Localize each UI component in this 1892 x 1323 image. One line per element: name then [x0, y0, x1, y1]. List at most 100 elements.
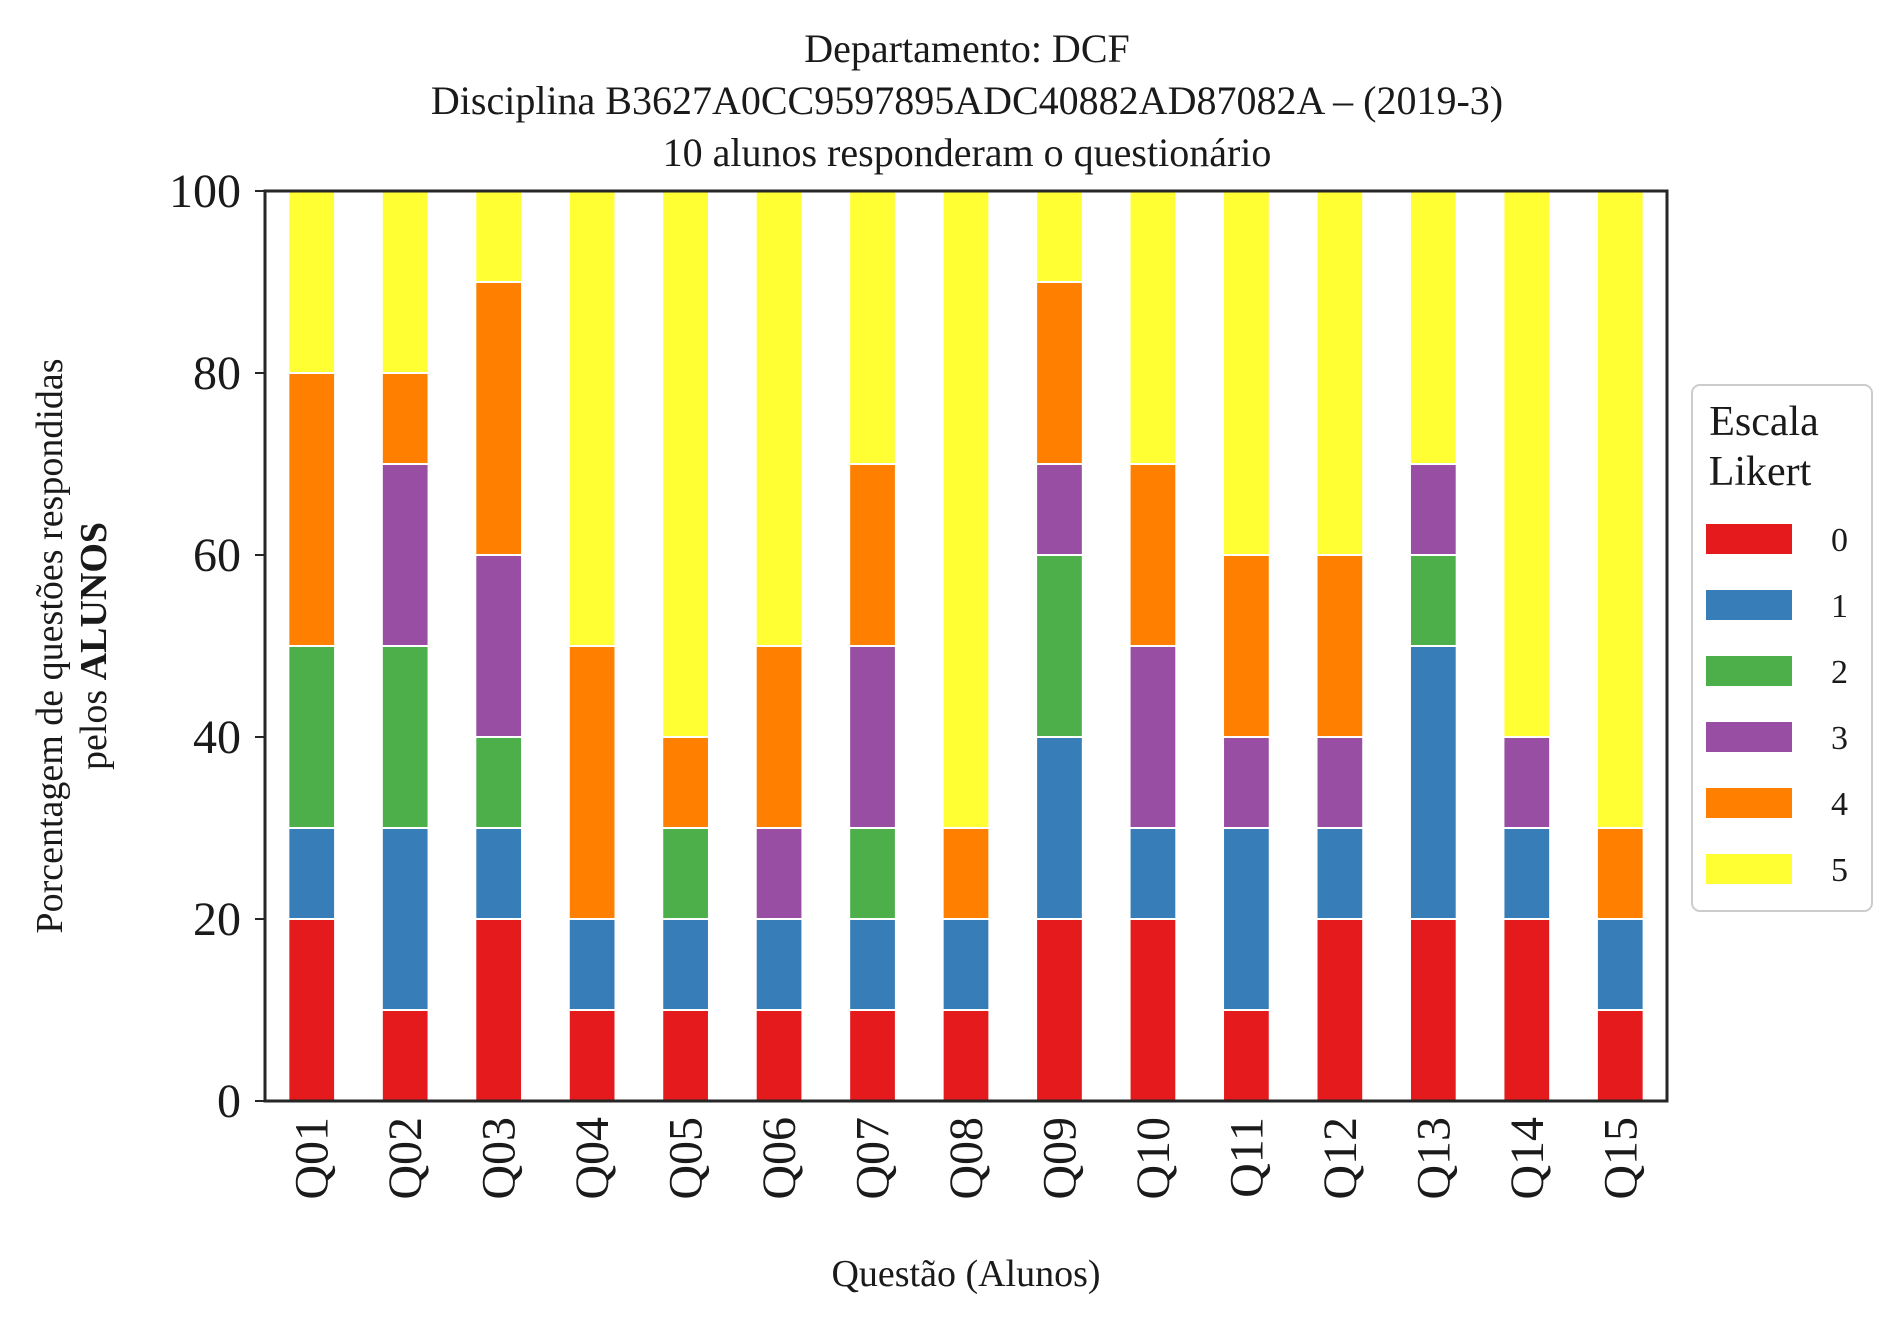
bar-segment-q10-level-5: [1128, 190, 1178, 465]
bar-segment-q13-level-5: [1408, 190, 1458, 465]
x-tick-label-q15: Q15: [1594, 1117, 1647, 1200]
x-tick-label-q04: Q04: [566, 1117, 619, 1200]
bar-segment-q14-level-3: [1502, 736, 1552, 829]
bar-segment-q11-level-4: [1222, 554, 1271, 738]
bar-segment-q02-level-3: [380, 463, 430, 647]
bar-segment-q13-level-1: [1408, 645, 1458, 920]
bar-segment-q12-level-5: [1315, 190, 1365, 556]
title-line-2: Disciplina B3627A0CC9597895ADC40882AD870…: [431, 78, 1503, 123]
bar-segment-q15-level-4: [1595, 827, 1645, 920]
bar-segment-q03-level-2: [474, 736, 524, 829]
bar-segment-q10-level-0: [1128, 918, 1178, 1102]
bar-segment-q09-level-1: [1035, 736, 1084, 920]
bar-segment-q02-level-1: [380, 827, 430, 1011]
bar-segment-q04-level-1: [567, 918, 617, 1011]
x-tick-label-q09: Q09: [1033, 1117, 1086, 1200]
bar-segment-q09-level-2: [1035, 554, 1084, 738]
bar-segment-q02-level-2: [380, 645, 430, 829]
x-tick-label-q05: Q05: [660, 1117, 713, 1200]
bar-segment-q04-level-5: [567, 190, 617, 647]
legend-swatch-level-3: [1706, 722, 1792, 752]
bar-segment-q15-level-1: [1595, 918, 1645, 1011]
bar-segment-q11-level-0: [1222, 1009, 1271, 1102]
bar-segment-q06-level-0: [754, 1009, 804, 1102]
bar-segment-q09-level-0: [1035, 918, 1084, 1102]
legend-swatch-level-4: [1706, 788, 1792, 818]
x-tick-label-q08: Q08: [940, 1117, 993, 1200]
bar-segment-q07-level-4: [848, 463, 897, 647]
bar-segment-q05-level-1: [661, 918, 710, 1011]
chart-title: Departamento: DCF Disciplina B3627A0CC95…: [431, 26, 1503, 175]
bar-segment-q06-level-3: [754, 827, 804, 920]
legend-swatch-level-0: [1706, 524, 1792, 554]
bar-segment-q12-level-4: [1315, 554, 1365, 738]
y-tick-label: 0: [217, 1075, 241, 1128]
legend-title-line-1: Escala: [1709, 399, 1819, 445]
bars-layer: [287, 190, 1645, 1102]
x-tick-label-q06: Q06: [753, 1117, 806, 1200]
x-tick-label-q11: Q11: [1220, 1117, 1273, 1198]
bar-segment-q05-level-0: [661, 1009, 710, 1102]
y-axis-label-line-1: Porcentagem de questões respondidas: [29, 358, 71, 933]
bar-segment-q12-level-1: [1315, 827, 1365, 920]
legend-box: [1691, 384, 1873, 912]
x-tick-label-q02: Q02: [379, 1117, 432, 1200]
y-tick-label: 100: [169, 165, 241, 218]
x-tick-label-q07: Q07: [847, 1117, 900, 1200]
bar-segment-q04-level-4: [567, 645, 617, 920]
bar-segment-q10-level-1: [1128, 827, 1178, 920]
bar-segment-q09-level-3: [1035, 463, 1084, 556]
bar-segment-q13-level-3: [1408, 463, 1458, 556]
bar-segment-q14-level-1: [1502, 827, 1552, 920]
bar-segment-q08-level-5: [941, 190, 991, 829]
x-axis-label: Questão (Alunos): [831, 1253, 1100, 1295]
bar-segment-q07-level-0: [848, 1009, 897, 1102]
title-line-3: 10 alunos responderam o questionário: [663, 130, 1272, 175]
title-line-1: Departamento: DCF: [804, 26, 1130, 71]
bar-segment-q06-level-1: [754, 918, 804, 1011]
bar-segment-q03-level-5: [474, 190, 524, 283]
bar-segment-q08-level-0: [941, 1009, 991, 1102]
bar-segment-q02-level-0: [380, 1009, 430, 1102]
bar-segment-q15-level-0: [1595, 1009, 1645, 1102]
legend-items: 0 1 2 3 4 5: [1706, 522, 1848, 889]
y-axis-ticks: 0 20 40 60 80 100: [169, 165, 265, 1128]
x-tick-label-q12: Q12: [1314, 1117, 1367, 1200]
bar-segment-q12-level-3: [1315, 736, 1365, 829]
bar-segment-q03-level-3: [474, 554, 524, 738]
y-axis-label-bold: ALUNOS: [73, 522, 115, 680]
y-axis-label: Porcentagem de questões respondidas pelo…: [29, 358, 115, 933]
bar-segment-q01-level-2: [287, 645, 337, 829]
y-tick-label: 60: [193, 529, 241, 582]
bar-segment-q04-level-0: [567, 1009, 617, 1102]
x-tick-label-q01: Q01: [286, 1117, 339, 1200]
y-tick-label: 20: [193, 893, 241, 946]
legend-label-level-3: 3: [1831, 720, 1848, 757]
bar-segment-q03-level-1: [474, 827, 524, 920]
bar-segment-q03-level-4: [474, 281, 524, 556]
y-tick-label: 80: [193, 347, 241, 400]
bar-segment-q01-level-4: [287, 372, 337, 647]
bar-segment-q12-level-0: [1315, 918, 1365, 1102]
legend-label-level-5: 5: [1831, 852, 1848, 889]
y-axis-label-prefix: pelos: [73, 680, 115, 770]
legend-label-level-0: 0: [1831, 522, 1848, 559]
bar-segment-q09-level-5: [1035, 190, 1084, 283]
bar-segment-q06-level-4: [754, 645, 804, 829]
y-axis-label-line-2: pelos ALUNOS: [73, 522, 115, 770]
legend-swatch-level-2: [1706, 656, 1792, 686]
bar-segment-q11-level-3: [1222, 736, 1271, 829]
bar-segment-q11-level-1: [1222, 827, 1271, 1011]
bar-segment-q07-level-3: [848, 645, 897, 829]
bar-segment-q05-level-4: [661, 736, 710, 829]
x-tick-label-q13: Q13: [1407, 1117, 1460, 1200]
bar-segment-q10-level-4: [1128, 463, 1178, 647]
bar-segment-q14-level-5: [1502, 190, 1552, 738]
x-tick-label-q10: Q10: [1127, 1117, 1180, 1200]
bar-segment-q05-level-2: [661, 827, 710, 920]
bar-segment-q01-level-1: [287, 827, 337, 920]
bar-segment-q07-level-2: [848, 827, 897, 920]
bar-segment-q02-level-5: [380, 190, 430, 374]
bar-segment-q08-level-1: [941, 918, 991, 1011]
